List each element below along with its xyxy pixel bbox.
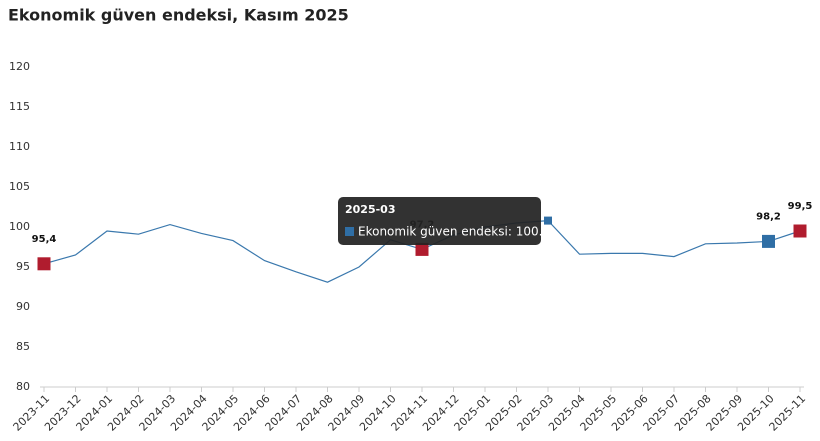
y-tick-label: 120 bbox=[9, 60, 30, 73]
data-label: 95,4 bbox=[32, 234, 57, 245]
tooltip-box bbox=[338, 197, 541, 245]
tooltip-text: Ekonomik güven endeksi: 100.8 bbox=[358, 225, 550, 239]
y-tick-label: 100 bbox=[9, 220, 30, 233]
point-marker bbox=[544, 216, 552, 225]
y-tick-label: 85 bbox=[16, 340, 30, 353]
data-label: 98,2 bbox=[756, 211, 781, 222]
point-marker bbox=[793, 224, 807, 238]
y-tick-label: 95 bbox=[16, 260, 30, 273]
tooltip-swatch bbox=[345, 227, 354, 236]
point-marker bbox=[37, 257, 51, 271]
tooltip-title: 2025-03 bbox=[345, 203, 396, 216]
point-marker bbox=[415, 242, 429, 256]
point-marker bbox=[762, 234, 775, 248]
y-tick-label: 110 bbox=[9, 140, 30, 153]
data-label: 99,5 bbox=[788, 201, 813, 212]
y-tick-label: 105 bbox=[9, 180, 30, 193]
tooltip: 2025-03 Ekonomik güven endeksi: 100.8 bbox=[338, 197, 550, 245]
y-tick-label: 90 bbox=[16, 300, 30, 313]
y-tick-label: 115 bbox=[9, 100, 30, 113]
chart-title: Ekonomik güven endeksi, Kasım 2025 bbox=[8, 6, 349, 25]
y-tick-label: 80 bbox=[16, 380, 30, 393]
